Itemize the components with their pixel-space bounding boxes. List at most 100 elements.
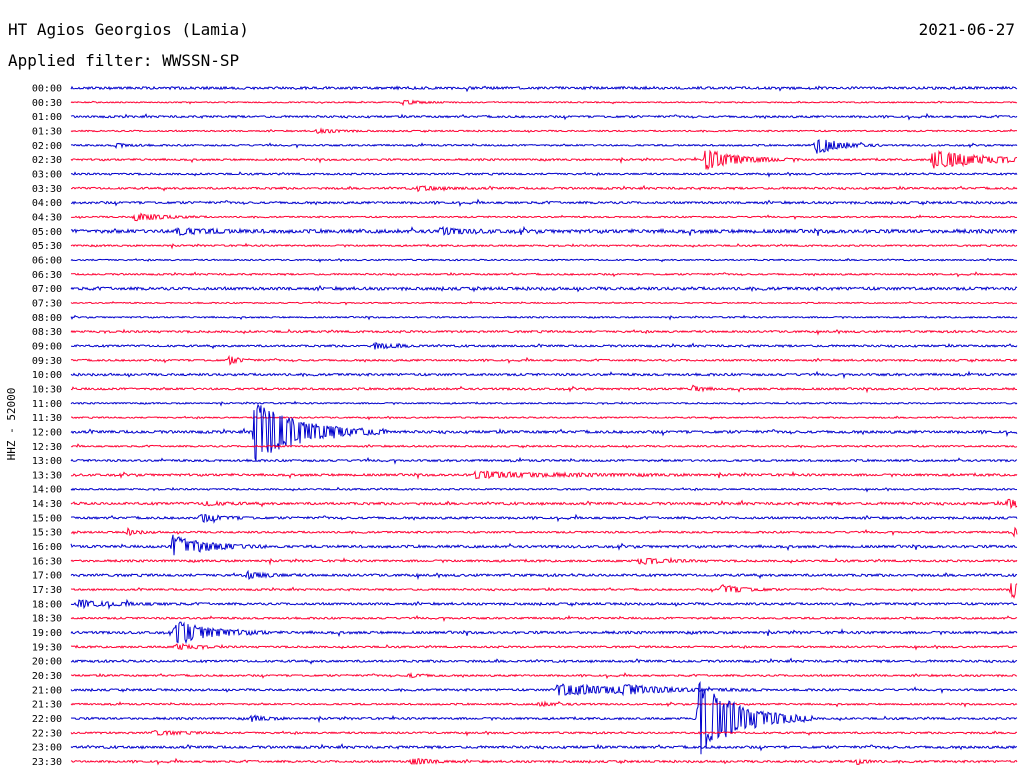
row-time-label: 04:30 bbox=[32, 212, 62, 223]
row-time-label: 13:00 bbox=[32, 456, 62, 467]
trace-row bbox=[70, 642, 1018, 651]
row-time-label: 20:00 bbox=[32, 657, 62, 668]
row-time-label: 06:00 bbox=[32, 255, 62, 266]
trace-row bbox=[70, 486, 1018, 493]
date-label: 2021-06-27 bbox=[918, 20, 1015, 39]
trace-row bbox=[70, 403, 1018, 462]
row-time-label: 07:00 bbox=[32, 284, 62, 295]
trace-row bbox=[70, 556, 1018, 566]
row-time-label: 21:30 bbox=[32, 700, 62, 711]
trace-row bbox=[70, 569, 1018, 581]
row-time-label: 12:00 bbox=[32, 427, 62, 438]
row-time-label: 10:00 bbox=[32, 370, 62, 381]
row-time-label: 18:00 bbox=[32, 599, 62, 610]
filter-label: Applied filter: WWSSN-SP bbox=[8, 51, 240, 70]
trace-row bbox=[70, 149, 1018, 171]
trace-row bbox=[70, 184, 1018, 193]
trace-row bbox=[70, 657, 1018, 665]
row-time-label: 16:30 bbox=[32, 556, 62, 567]
trace-row bbox=[70, 583, 1018, 599]
trace-row bbox=[70, 370, 1018, 380]
trace-row bbox=[70, 415, 1018, 421]
row-time-label: 13:30 bbox=[32, 470, 62, 481]
row-time-label: 23:00 bbox=[32, 743, 62, 754]
row-time-label: 04:00 bbox=[32, 198, 62, 209]
trace-row bbox=[70, 400, 1018, 407]
row-time-label: 11:30 bbox=[32, 413, 62, 424]
trace-row bbox=[70, 284, 1018, 293]
row-time-label: 18:30 bbox=[32, 614, 62, 625]
row-time-label: 14:00 bbox=[32, 485, 62, 496]
trace-row bbox=[70, 85, 1018, 93]
row-time-label: 03:30 bbox=[32, 184, 62, 195]
row-time-label: 22:00 bbox=[32, 714, 62, 725]
trace-row bbox=[70, 443, 1018, 449]
trace-row bbox=[70, 614, 1018, 622]
trace-row bbox=[70, 757, 1018, 766]
row-time-label: 10:30 bbox=[32, 384, 62, 395]
trace-row bbox=[70, 729, 1018, 737]
trace-row bbox=[70, 680, 1018, 755]
trace-row bbox=[70, 621, 1018, 645]
trace-row bbox=[70, 743, 1018, 752]
trace-layer bbox=[70, 85, 1018, 766]
row-time-label: 03:00 bbox=[32, 169, 62, 180]
row-time-label: 09:00 bbox=[32, 341, 62, 352]
row-time-label: 14:30 bbox=[32, 499, 62, 510]
row-time-label: 06:30 bbox=[32, 270, 62, 281]
trace-row bbox=[70, 139, 1018, 154]
row-time-label: 15:00 bbox=[32, 513, 62, 524]
trace-row bbox=[70, 683, 1018, 697]
row-time-label: 05:00 bbox=[32, 227, 62, 238]
trace-row bbox=[70, 534, 1018, 556]
trace-row bbox=[70, 456, 1018, 465]
trace-row bbox=[70, 171, 1018, 178]
row-time-label: 01:30 bbox=[32, 126, 62, 137]
trace-row bbox=[70, 300, 1018, 306]
channel-label: HHZ - 52000 bbox=[5, 388, 18, 461]
row-time-label: 08:00 bbox=[32, 313, 62, 324]
row-time-label: 15:30 bbox=[32, 528, 62, 539]
row-time-label: 11:00 bbox=[32, 399, 62, 410]
trace-row bbox=[70, 257, 1018, 263]
row-time-label: 00:30 bbox=[32, 98, 62, 109]
row-time-label: 07:30 bbox=[32, 298, 62, 309]
trace-row bbox=[70, 671, 1018, 680]
station-title: HT Agios Georgios (Lamia) bbox=[8, 20, 249, 39]
time-label-layer: 00:00 00:30 01:00 01:30 02:00 02:30 03:00 03:30… bbox=[32, 84, 62, 769]
row-time-label: 01:00 bbox=[32, 112, 62, 123]
trace-row bbox=[71, 271, 1018, 278]
row-time-label: 00:00 bbox=[32, 84, 62, 95]
row-time-label: 23:30 bbox=[32, 757, 62, 768]
trace-row bbox=[70, 470, 1018, 480]
trace-row bbox=[70, 498, 1018, 510]
trace-row bbox=[70, 598, 1018, 610]
trace-row bbox=[70, 513, 1018, 524]
row-time-label: 09:30 bbox=[32, 356, 62, 367]
row-time-label: 16:00 bbox=[32, 542, 62, 553]
trace-row bbox=[70, 99, 1018, 107]
row-time-label: 02:00 bbox=[32, 141, 62, 152]
trace-row bbox=[70, 328, 1018, 336]
row-time-label: 08:30 bbox=[32, 327, 62, 338]
trace-row bbox=[70, 384, 1018, 394]
trace-row bbox=[70, 341, 1018, 350]
trace-row bbox=[70, 127, 1018, 135]
row-time-label: 20:30 bbox=[32, 671, 62, 682]
row-time-label: 19:30 bbox=[32, 642, 62, 653]
trace-row bbox=[70, 700, 1018, 708]
trace-row bbox=[70, 354, 1018, 366]
trace-row bbox=[70, 314, 1018, 321]
row-time-label: 22:30 bbox=[32, 728, 62, 739]
trace-row bbox=[70, 225, 1018, 236]
trace-row bbox=[70, 212, 1018, 222]
trace-row bbox=[70, 112, 1018, 121]
row-time-label: 12:30 bbox=[32, 442, 62, 453]
row-time-label: 21:00 bbox=[32, 685, 62, 696]
row-time-label: 17:30 bbox=[32, 585, 62, 596]
row-time-label: 02:30 bbox=[32, 155, 62, 166]
trace-row bbox=[70, 198, 1018, 208]
trace-row bbox=[70, 526, 1018, 538]
row-time-label: 05:30 bbox=[32, 241, 62, 252]
